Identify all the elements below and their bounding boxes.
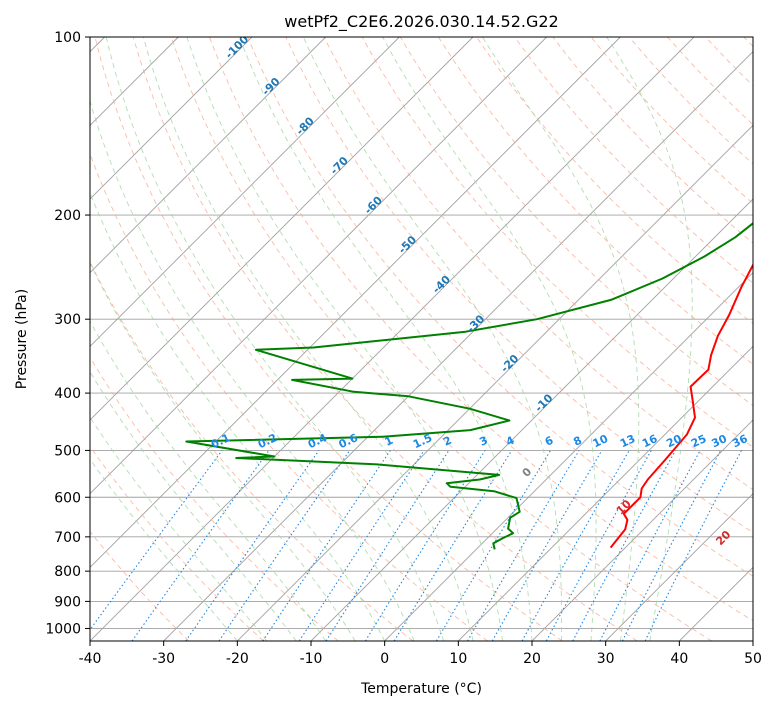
series-layer — [185, 222, 753, 550]
isotherm-line — [90, 37, 326, 274]
isotherm-line — [90, 37, 474, 421]
y-tick-label: 400 — [54, 386, 81, 402]
mixing-ratio-line — [298, 450, 425, 641]
mixing-ratio-line — [325, 450, 450, 641]
x-tick-label: 20 — [523, 651, 541, 667]
plot-frame — [89, 36, 754, 642]
isotherm-line — [531, 419, 753, 641]
chart-title: wetPf2_C2E6.2026.030.14.52.G22 — [284, 12, 558, 32]
mixing-ratio-label: 13 — [618, 432, 637, 450]
mixing-ratio-label: 25 — [689, 432, 708, 450]
y-tick-label: 500 — [54, 443, 81, 459]
x-tick-label: -30 — [152, 651, 175, 667]
x-tick-label: 50 — [744, 651, 762, 667]
mixing-ratio-label: 16 — [640, 432, 660, 450]
moist-adiabat-line — [90, 458, 238, 641]
moist-adiabat-line — [90, 416, 268, 641]
isotherm-line — [605, 493, 753, 641]
mixing-ratio-label: 10 — [591, 432, 611, 450]
dry-adiabat-line — [399, 37, 753, 406]
moist-adiabat-line — [90, 261, 356, 641]
dry-adiabat-line — [90, 356, 339, 641]
y-tick-label: 900 — [54, 594, 81, 610]
y-tick-label: 300 — [54, 312, 81, 328]
mixing-ratio-line — [131, 450, 270, 641]
x-tick-label: -10 — [300, 651, 323, 667]
x-tick-label: -20 — [226, 651, 249, 667]
isotherm-line — [90, 37, 621, 568]
x-tick-label: -40 — [79, 651, 102, 667]
dry-adiabat-line — [90, 445, 264, 641]
isotherm-line — [90, 37, 547, 495]
isotherm-line — [163, 51, 753, 641]
moist-adiabat-line — [142, 37, 474, 641]
y-tick-label: 1000 — [45, 621, 81, 637]
dry-adiabat-line — [514, 37, 753, 284]
y-tick-label: 800 — [54, 564, 81, 580]
mixing-ratio-label: 30 — [710, 432, 730, 450]
y-tick-label: 700 — [54, 530, 81, 546]
dry-adiabat-line — [285, 37, 753, 534]
dry-adiabat-line — [209, 37, 753, 622]
moist-adiabat-line — [382, 37, 597, 641]
moist-adiabat-line — [90, 370, 297, 641]
moist-adiabat-line — [482, 37, 640, 641]
dry-adiabat-line — [170, 37, 712, 641]
mixing-ratio-line — [262, 450, 391, 641]
mixing-ratio-line — [545, 450, 652, 641]
isotherm-line — [384, 272, 753, 641]
mixing-ratio-label: 36 — [730, 432, 750, 450]
dry-adiabat-line — [90, 530, 190, 641]
y-axis-title: Pressure (hPa) — [14, 289, 30, 389]
dry-adiabat-line — [94, 37, 563, 641]
y-tick-label: 600 — [54, 490, 81, 506]
moist-adiabat-line — [90, 99, 415, 641]
mixing-ratio-line — [393, 450, 513, 641]
isotherm-line — [237, 124, 753, 641]
y-tick-label: 100 — [54, 30, 81, 46]
grid-layer — [90, 37, 753, 641]
dry-adiabat-line — [90, 152, 488, 641]
mixing-ratio-label: 20 — [664, 432, 684, 450]
x-axis-title: Temperature (°C) — [360, 681, 482, 697]
x-tick-label: 30 — [597, 651, 615, 667]
x-tick-label: 10 — [449, 651, 467, 667]
temperature-profile — [609, 262, 753, 549]
moist-adiabat-line — [606, 37, 693, 641]
mixing-ratio-line — [185, 450, 320, 641]
moist-adiabat-line — [302, 37, 563, 641]
mixing-ratio-line — [572, 450, 676, 641]
y-tick-label: 200 — [54, 208, 81, 224]
x-tick-label: 40 — [670, 651, 688, 667]
dry-adiabat-line — [132, 37, 638, 641]
x-tick-label: 0 — [380, 651, 389, 667]
mixing-ratio-line — [521, 450, 630, 641]
moist-adiabat-line — [105, 37, 445, 641]
mixing-ratio-line — [644, 450, 742, 641]
x-axis: -40 -30 -20 -10 0 10 20 30 40 50 — [79, 641, 762, 667]
mixing-ratio-line — [218, 450, 351, 641]
dewpoint-profile — [185, 222, 753, 550]
isotherm-line — [90, 37, 400, 347]
isotherm-line — [90, 37, 253, 200]
dry-adiabat-line — [90, 260, 414, 641]
dry-adiabat-line — [247, 37, 753, 577]
isotherm-line — [458, 345, 753, 641]
moist-adiabat-line — [90, 191, 386, 641]
mixing-ratio-line — [90, 450, 223, 631]
y-axis: 100 200 300 400 500 600 700 800 900 1000 — [45, 30, 90, 637]
moist-adiabat-line — [238, 37, 533, 641]
